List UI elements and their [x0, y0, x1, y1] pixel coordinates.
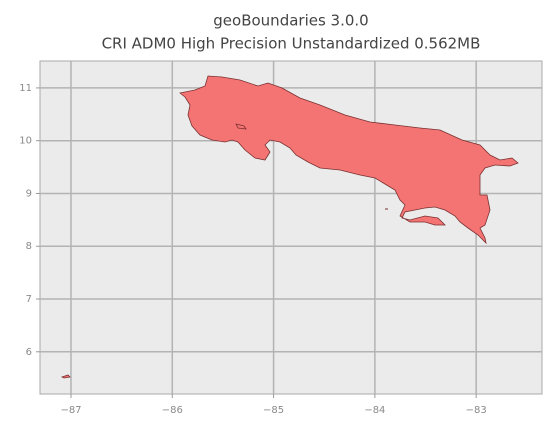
- y-tick-label: 9: [26, 188, 32, 199]
- x-tick-label: −86: [162, 405, 183, 416]
- y-tick-label: 11: [19, 83, 32, 94]
- x-tick-label: −87: [60, 405, 81, 416]
- island: [235, 123, 247, 130]
- y-tick-label: 8: [26, 241, 32, 252]
- chart-subtitle: CRI ADM0 High Precision Unstandardized 0…: [102, 35, 481, 53]
- x-tick-label: −83: [466, 405, 487, 416]
- y-tick-label: 10: [19, 136, 32, 147]
- island: [60, 374, 71, 379]
- y-tick-label: 7: [26, 294, 32, 305]
- x-tick-label: −85: [263, 405, 284, 416]
- chart-title: geoBoundaries 3.0.0: [213, 12, 368, 30]
- y-tick-label: 6: [26, 347, 32, 358]
- country-shape: [179, 75, 519, 245]
- x-tick-label: −84: [364, 405, 385, 416]
